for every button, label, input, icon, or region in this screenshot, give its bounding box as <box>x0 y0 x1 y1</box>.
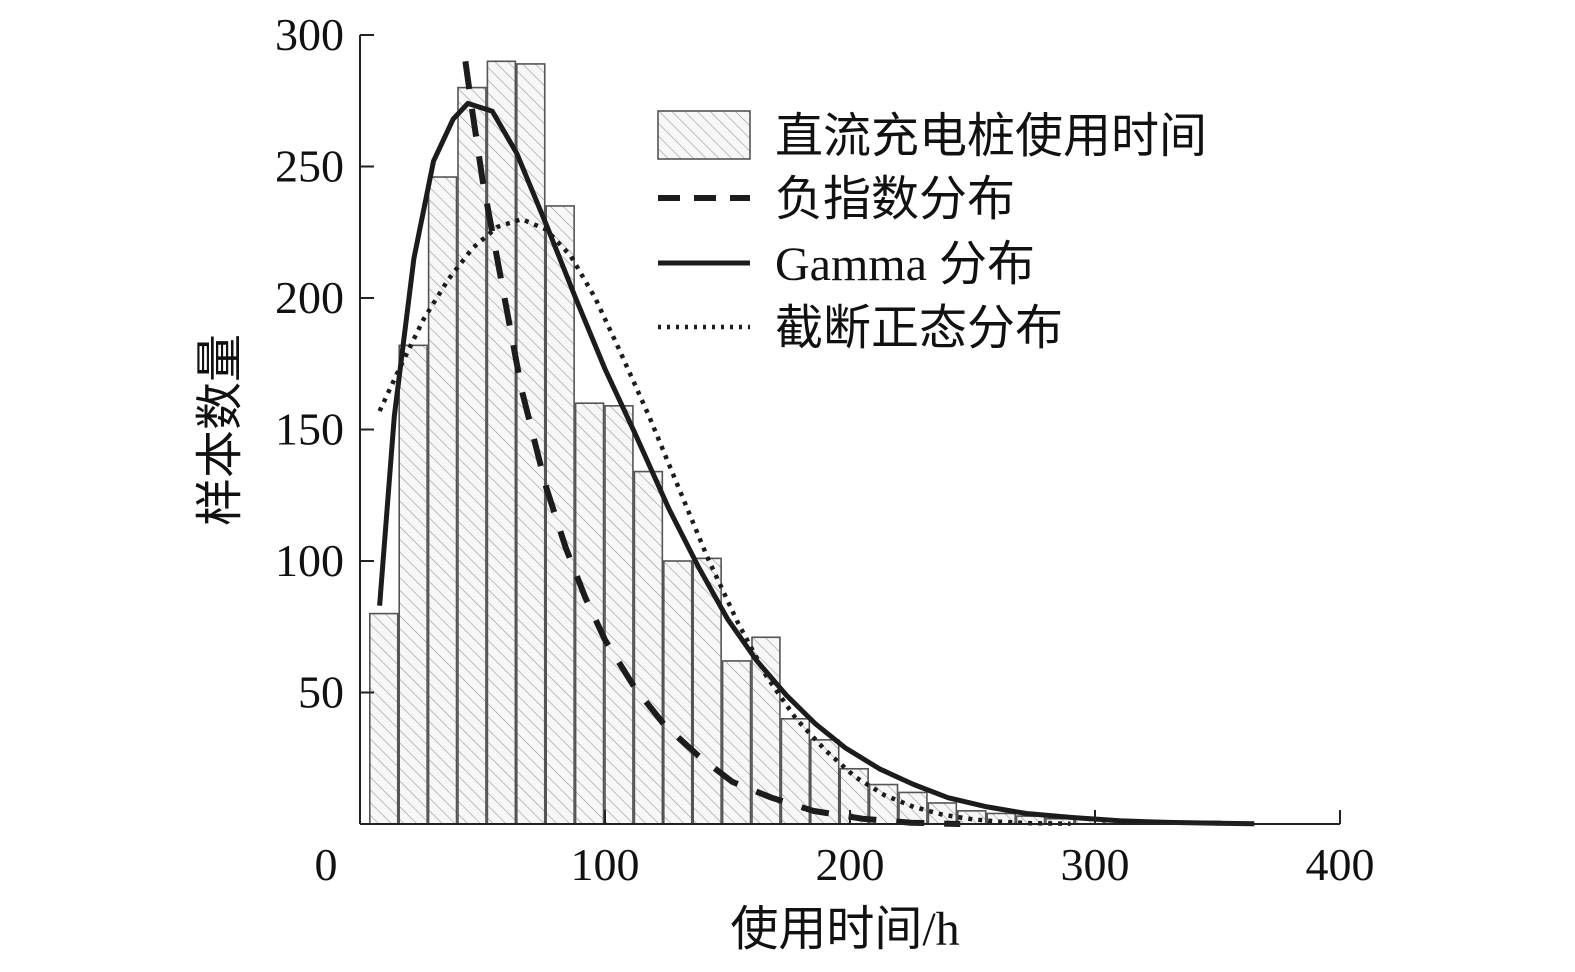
x-tick-label: 300 <box>1061 839 1130 890</box>
histogram-bar <box>574 402 605 825</box>
x-tick-label: 200 <box>816 839 885 890</box>
y-axis-title: 样本数量 <box>194 334 247 526</box>
histogram-bar <box>515 63 546 825</box>
x-tick-label: 0 <box>315 839 338 890</box>
histogram-bar <box>427 176 458 825</box>
x-axis-title: 使用时间/h <box>730 903 959 956</box>
axes: 50 100 150 200 250 300 0 100 200 300 400 <box>275 9 1375 890</box>
x-tick-label: 400 <box>1306 839 1375 890</box>
curve-dashed <box>462 60 961 827</box>
legend-label: 截断正态分布 <box>775 302 1063 355</box>
curve-dotted <box>377 216 1071 826</box>
curve-solid <box>377 100 1255 827</box>
y-tick-label: 300 <box>275 9 344 60</box>
legend-label: Gamma 分布 <box>775 238 1035 291</box>
y-tick-label: 50 <box>298 667 344 718</box>
histogram-bar <box>398 344 428 825</box>
histogram-bar <box>604 405 634 825</box>
y-tick-label: 200 <box>275 272 344 323</box>
histogram-bar <box>457 86 487 825</box>
y-tick-label: 100 <box>275 535 344 586</box>
histogram-bar <box>662 560 693 825</box>
legend-label: 负指数分布 <box>775 173 1015 226</box>
histogram-bar <box>545 205 575 825</box>
legend-swatch-histogram <box>657 110 751 160</box>
histogram-bar <box>368 612 399 825</box>
y-tick-label: 250 <box>275 141 344 192</box>
histogram-bar <box>721 660 752 825</box>
histogram-bar <box>633 470 664 825</box>
histogram-bar <box>486 60 517 825</box>
fitted-curves <box>377 60 1255 827</box>
y-tick-label: 150 <box>275 404 344 455</box>
legend-label: 直流充电桩使用时间 <box>775 110 1207 163</box>
x-tick-label: 100 <box>571 839 640 890</box>
